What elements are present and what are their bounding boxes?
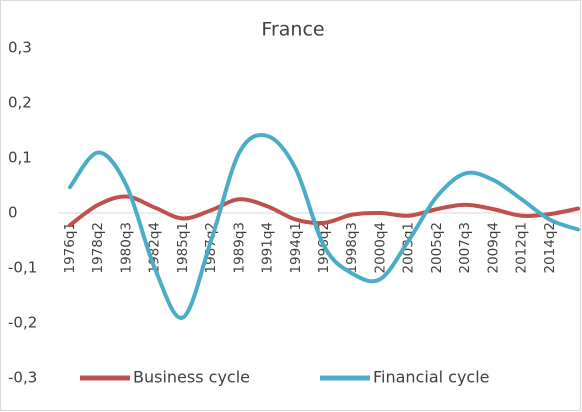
x-tick-label: 2009q4 <box>485 222 501 274</box>
x-tick-label: 2000q4 <box>372 222 388 274</box>
y-tick-label: 0,2 <box>8 94 32 112</box>
y-tick-label: -0,1 <box>8 259 37 277</box>
x-tick-label: 2007q3 <box>457 222 473 274</box>
data-line <box>68 194 580 228</box>
x-tick-label: 1976q1 <box>62 222 78 274</box>
y-tick-label: -0,3 <box>8 369 37 387</box>
x-tick-label: 1985q1 <box>175 222 191 274</box>
y-tick-label: -0,2 <box>8 314 37 332</box>
y-tick-label: 0 <box>8 204 18 222</box>
x-tick-label: 2014q2 <box>542 222 558 274</box>
legend-label: Business cycle <box>133 368 250 387</box>
x-tick-label: 1998q3 <box>344 222 360 274</box>
y-tick-label: 0,3 <box>8 39 32 57</box>
x-tick-label: 1989q3 <box>231 222 247 274</box>
chart-title: France <box>261 19 324 41</box>
data-line <box>68 132 580 320</box>
x-tick-label: 1978q2 <box>90 222 106 274</box>
y-tick-label: 0,1 <box>8 149 32 167</box>
x-tick-label: 1987q2 <box>203 222 219 274</box>
x-tick-label: 2012q1 <box>514 222 530 274</box>
x-tick-label: 1980q3 <box>118 222 134 274</box>
legend-label: Financial cycle <box>373 368 490 387</box>
x-tick-label: 2005q2 <box>429 222 445 274</box>
x-tick-label: 1991q4 <box>260 222 276 274</box>
x-tick-label: 1994q1 <box>288 222 304 274</box>
